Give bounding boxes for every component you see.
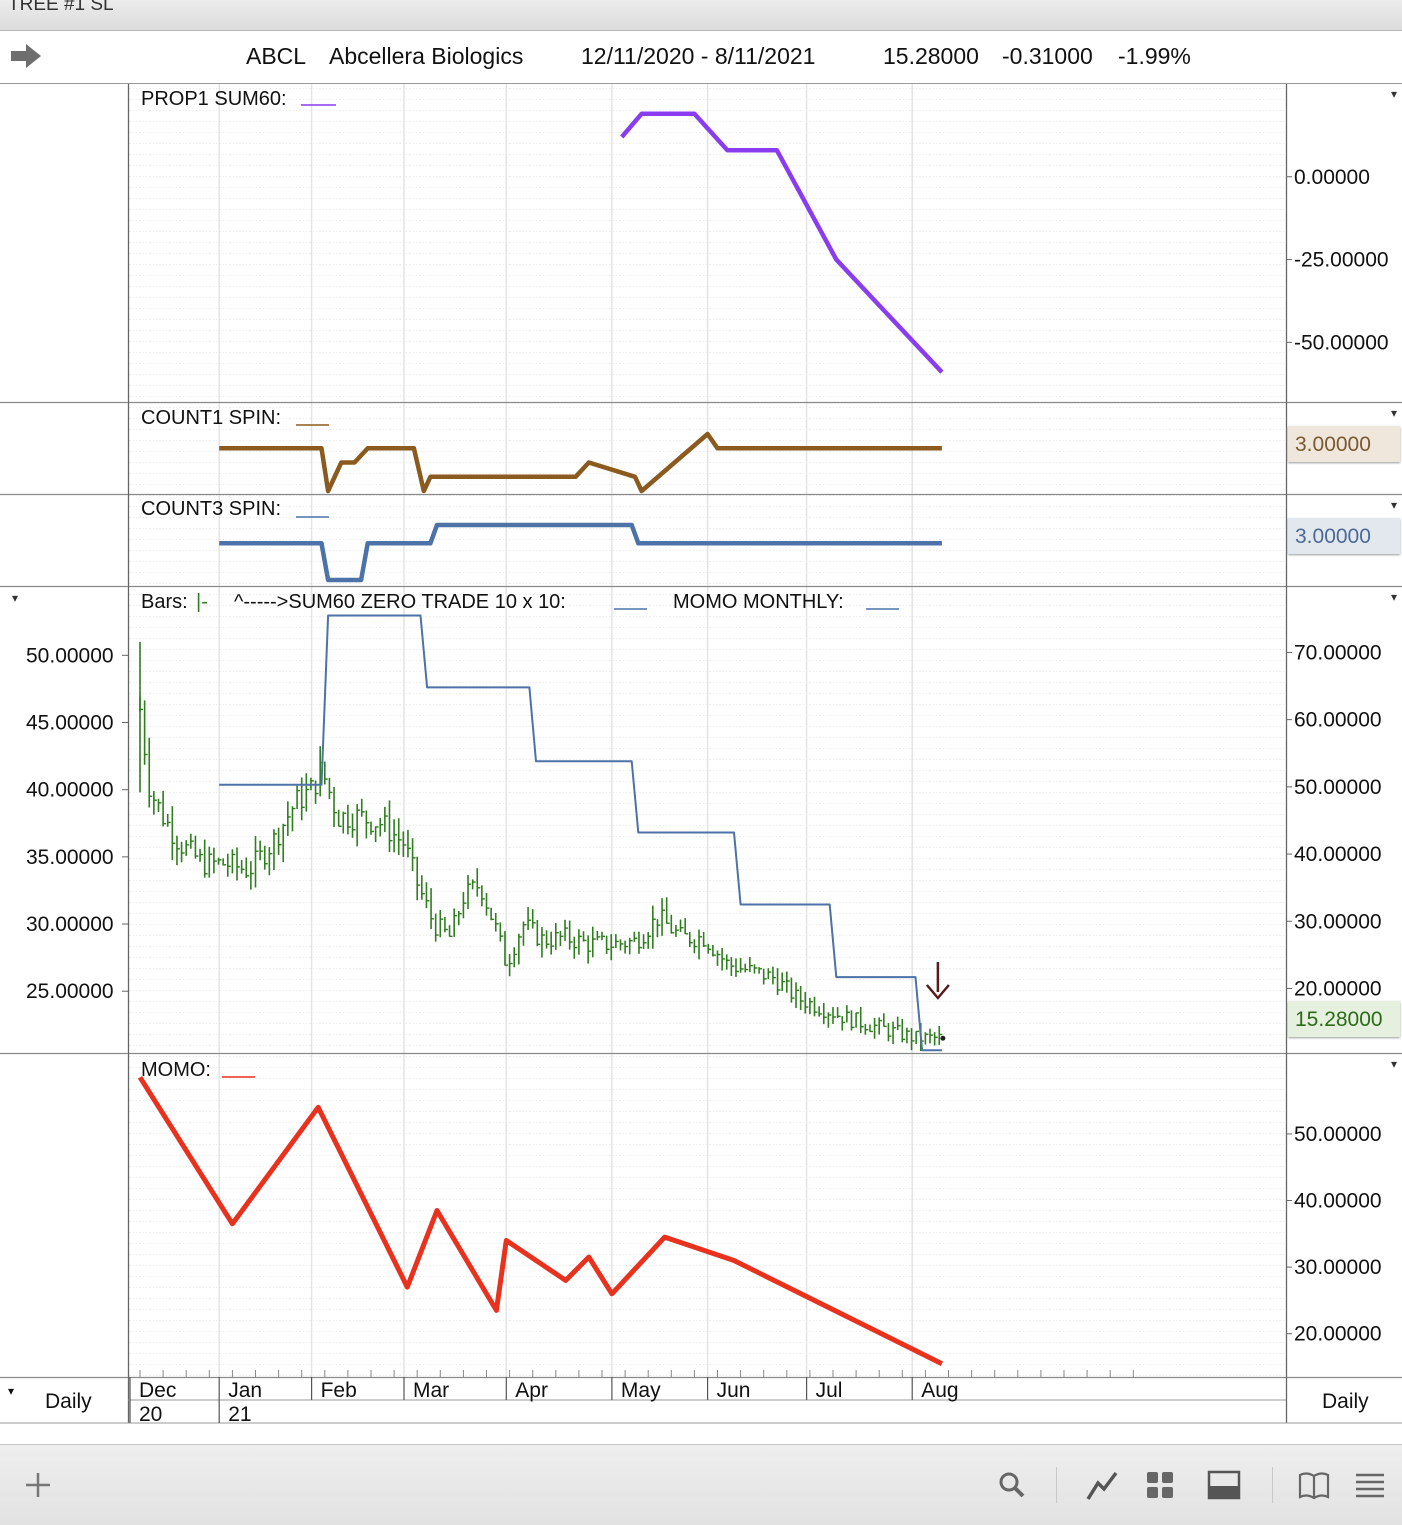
percent-change: -1.99% xyxy=(1118,43,1191,69)
prop1-series-line xyxy=(620,111,944,374)
count3-value-badge: 3.00000 xyxy=(1288,518,1400,554)
bars-symbol: |- xyxy=(196,591,208,613)
x-year-label: 21 xyxy=(228,1403,251,1424)
price-right-y-tick-label: 60.00000 xyxy=(1294,709,1382,732)
momo-y-tick-label: 40.00000 xyxy=(1294,1190,1382,1213)
x-month-label: Jun xyxy=(717,1379,751,1402)
x-year-label: 20 xyxy=(139,1403,162,1424)
price-left-menu-icon: ▾ xyxy=(12,591,18,605)
search-icon[interactable] xyxy=(994,1467,1030,1503)
count3-series-line xyxy=(219,522,942,583)
x-month-label: Aug xyxy=(921,1379,958,1402)
prop1-panel: 0.00000 -25.00000 -50.00000 xyxy=(620,111,1389,374)
period-right[interactable]: Daily xyxy=(1322,1390,1369,1413)
prop1-y-tick-label: 0.00000 xyxy=(1294,166,1370,189)
price-change: -0.31000 xyxy=(1002,43,1093,69)
panel-frames xyxy=(0,84,1402,1424)
prop1-y-tick-label: -25.00000 xyxy=(1294,249,1389,272)
price-left-y-tick-label: 30.00000 xyxy=(26,913,114,936)
sum60-step-line xyxy=(219,614,942,1052)
price-left-y-tick-label: 40.00000 xyxy=(26,779,114,802)
momo-series-line xyxy=(137,1075,944,1366)
chart-line-icon[interactable] xyxy=(1084,1467,1120,1503)
momo-y-tick-label: 50.00000 xyxy=(1294,1123,1382,1146)
panel-menus: ▾ ▾ ▾ ▾ ▾ ▾ xyxy=(12,87,1397,1071)
x-month-label: Feb xyxy=(321,1379,357,1402)
x-month-label: Apr xyxy=(515,1379,548,1402)
count3-label: COUNT3 SPIN: xyxy=(141,498,281,520)
panel-menu-icon: ▾ xyxy=(1391,87,1397,101)
chart-area[interactable]: 0.00000 -25.00000 -50.00000 50.00000 45.000… xyxy=(0,84,1402,1424)
menu-icon[interactable] xyxy=(1352,1467,1388,1503)
count1-value: 3.00000 xyxy=(1295,433,1371,456)
panel-layout-icon[interactable] xyxy=(1206,1467,1242,1503)
arrow-right-icon[interactable] xyxy=(8,41,44,71)
price-right-y-tick-label: 20.00000 xyxy=(1294,977,1382,1000)
bottom-toolbar xyxy=(0,1444,1402,1525)
grid-layout-icon[interactable] xyxy=(1142,1467,1178,1503)
grid-layer xyxy=(128,84,1286,1377)
toolbar-separator xyxy=(1272,1467,1273,1503)
last-price-badge: 15.28000 xyxy=(1288,1001,1400,1037)
price-left-y-tick-label: 35.00000 xyxy=(26,846,114,869)
prop1-y-tick-label: -50.00000 xyxy=(1294,331,1389,354)
x-month-label: Jan xyxy=(228,1379,262,1402)
count3-value: 3.00000 xyxy=(1295,525,1371,548)
book-icon[interactable] xyxy=(1296,1467,1332,1503)
prop1-label: PROP1 SUM60: xyxy=(141,88,287,110)
price-left-y-tick-label: 45.00000 xyxy=(26,712,114,735)
count3-panel xyxy=(219,522,942,583)
symbol-info-bar: ABCL Abcellera Biologics 12/11/2020 - 8/… xyxy=(0,31,1402,84)
momo-y-tick-label: 20.00000 xyxy=(1294,1323,1382,1346)
momo-y-tick-label: 30.00000 xyxy=(1294,1256,1382,1279)
toolbar-separator xyxy=(1056,1467,1057,1503)
period-left[interactable]: Daily xyxy=(45,1390,92,1413)
add-icon[interactable] xyxy=(20,1467,56,1503)
window-title: TREE #1 SL xyxy=(8,0,114,15)
momo-monthly-label: MOMO MONTHLY: xyxy=(673,591,844,613)
x-month-label: Dec xyxy=(139,1379,176,1402)
count1-panel xyxy=(219,431,942,494)
panel-menu-icon: ▾ xyxy=(1391,406,1397,420)
company-name: Abcellera Biologics xyxy=(329,43,524,69)
x-month-label: May xyxy=(621,1379,661,1402)
price-right-y-tick-label: 30.00000 xyxy=(1294,910,1382,933)
x-axis: Dec Jan Feb Mar Apr May Jun Jul Aug 20 21 xyxy=(129,1370,1134,1424)
sell-arrow-head xyxy=(925,984,950,1000)
period-dropdown-icon[interactable]: ▾ xyxy=(8,1384,15,1398)
price-right-y-tick-label: 70.00000 xyxy=(1294,641,1382,664)
price-panel: 50.00000 45.00000 40.00000 35.00000 30.00000… xyxy=(26,614,1382,1052)
panel-menu-icon: ▾ xyxy=(1391,498,1397,512)
panel-menu-icon: ▾ xyxy=(1391,1057,1397,1071)
momo-label: MOMO: xyxy=(141,1059,211,1081)
price-left-y-tick-label: 50.00000 xyxy=(26,644,114,667)
panel-labels: PROP1 SUM60: COUNT1 SPIN: COUNT3 SPIN: B… xyxy=(141,88,899,1081)
bars-label: Bars: xyxy=(141,591,188,613)
count1-label: COUNT1 SPIN: xyxy=(141,407,281,429)
price-right-y-tick-label: 50.00000 xyxy=(1294,776,1382,799)
x-month-label: Mar xyxy=(413,1379,449,1402)
panel-menu-icon: ▾ xyxy=(1391,590,1397,604)
count1-series-line xyxy=(219,431,942,494)
window-title-bar: TREE #1 SL xyxy=(0,0,1402,31)
last-bar-dot xyxy=(940,1035,946,1041)
price-left-y-tick-label: 25.00000 xyxy=(26,980,114,1003)
sum60-label: ^----->SUM60 ZERO TRADE 10 x 10: xyxy=(234,591,566,613)
last-price-value: 15.28000 xyxy=(1295,1008,1383,1031)
price-right-y-tick-label: 40.00000 xyxy=(1294,843,1382,866)
count1-value-badge: 3.00000 xyxy=(1288,426,1400,462)
x-month-label: Jul xyxy=(816,1379,843,1402)
date-range: 12/11/2020 - 8/11/2021 xyxy=(581,43,816,69)
momo-panel: 50.00000 40.00000 30.00000 20.00000 xyxy=(137,1075,1382,1366)
symbol-ticker: ABCL xyxy=(246,43,307,69)
last-price: 15.28000 xyxy=(883,43,979,69)
